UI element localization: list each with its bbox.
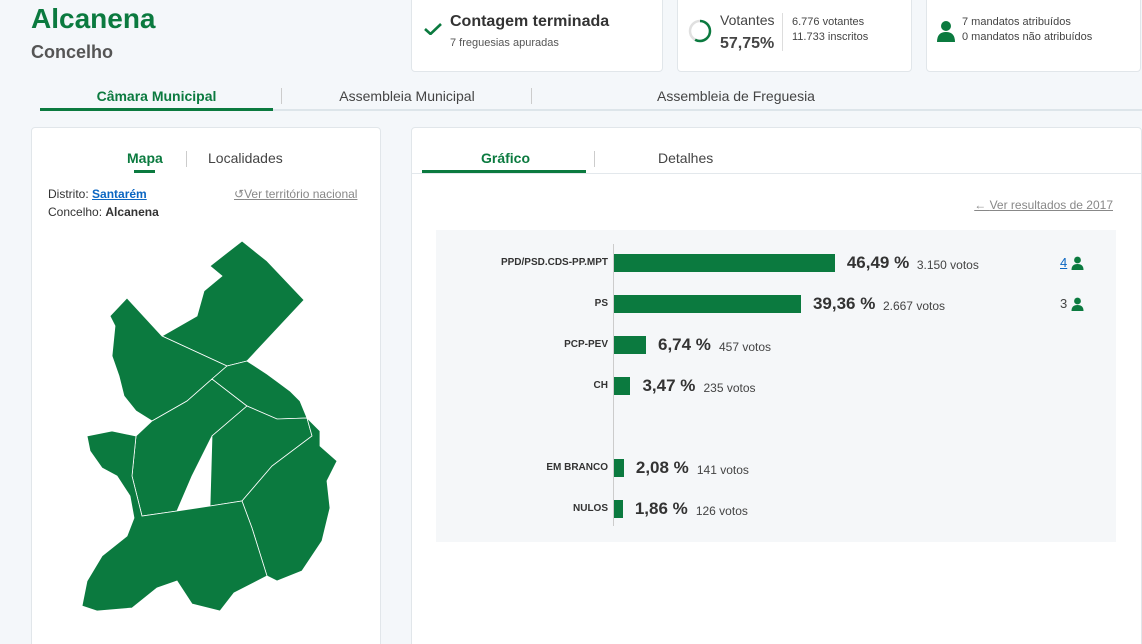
seats-unassigned: 0 mandatos não atribuídos bbox=[962, 31, 1093, 43]
tab-chart[interactable]: Gráfico bbox=[481, 150, 531, 166]
bar-votes-label: 3.150 votos bbox=[916, 258, 979, 272]
active-tab-underline bbox=[40, 108, 273, 111]
district-label: Distrito: bbox=[48, 187, 89, 201]
national-territory-link[interactable]: ↺Ver território nacional bbox=[234, 187, 357, 201]
bar-percent-label: 6,74 % bbox=[658, 335, 711, 354]
parish-far-east[interactable] bbox=[241, 416, 338, 582]
bar[interactable] bbox=[614, 295, 801, 313]
bar-percent-label: 1,86 % bbox=[634, 499, 688, 518]
bar[interactable] bbox=[614, 500, 623, 518]
chart-axis-line bbox=[613, 244, 614, 526]
municipality-line: Concelho: Alcanena bbox=[48, 205, 159, 219]
bar-votes-label: 457 votos bbox=[719, 340, 772, 354]
bar-percent-label: 39,36 % bbox=[812, 294, 876, 313]
turnout-divider bbox=[782, 13, 783, 51]
map-panel: Mapa Localidades Distrito: Santarém Conc… bbox=[31, 127, 381, 644]
results-bar-chart: PPD/PSD.CDS-PP.MPT 46,49 % 3.150 votos 4 PS 3… bbox=[436, 230, 1116, 542]
tab-divider bbox=[186, 151, 187, 167]
previous-results-link[interactable]: ← Ver resultados de 2017 bbox=[974, 198, 1113, 212]
bar-votes-label: 141 votos bbox=[696, 463, 749, 477]
bar-percent-label: 3,47 % bbox=[642, 376, 696, 395]
person-icon bbox=[937, 21, 955, 42]
municipality-name: Alcanena bbox=[31, 3, 156, 34]
tab-map[interactable]: Mapa bbox=[127, 150, 163, 166]
bar-percent-label: 2,08 % bbox=[635, 458, 689, 477]
bar[interactable] bbox=[614, 459, 624, 477]
bar[interactable] bbox=[614, 377, 631, 395]
turnout-label: Votantes bbox=[720, 12, 775, 28]
bar-label: PS bbox=[594, 298, 608, 309]
municipality-type: Concelho bbox=[31, 42, 114, 62]
municipality-value: Alcanena bbox=[105, 205, 159, 219]
tab-divider bbox=[281, 88, 282, 104]
tabs-divider-line bbox=[412, 173, 1141, 174]
bar-votes-label: 2.667 votos bbox=[882, 299, 945, 313]
bar-label: CH bbox=[593, 380, 608, 391]
bar-label: EM BRANCO bbox=[546, 462, 608, 473]
turnout-card: Votantes 57,75% 6.776 votantes 11.733 in… bbox=[677, 0, 912, 72]
bar-label: PPD/PSD.CDS-PP.MPT bbox=[500, 257, 608, 268]
registered-count: 11.733 inscritos bbox=[792, 31, 869, 43]
tab-divider bbox=[594, 151, 595, 167]
voters-count: 6.776 votantes bbox=[792, 16, 865, 28]
previous-results-label: Ver resultados de 2017 bbox=[989, 198, 1113, 212]
national-territory-label: Ver território nacional bbox=[244, 187, 358, 201]
check-icon bbox=[424, 23, 442, 35]
main-tabs: Câmara Municipal Assembleia Municipal As… bbox=[40, 80, 1142, 111]
district-line: Distrito: Santarém bbox=[48, 187, 147, 201]
municipality-map[interactable] bbox=[72, 236, 342, 616]
arrow-left-icon: ← bbox=[974, 198, 990, 212]
turnout-percent: 57,75% bbox=[720, 35, 775, 52]
parish-south[interactable] bbox=[81, 430, 268, 612]
person-icon bbox=[1071, 297, 1084, 311]
bar-label: NULOS bbox=[573, 503, 608, 514]
count-status-subtitle: 7 freguesias apuradas bbox=[450, 37, 559, 49]
tab-assembleia-freguesia[interactable]: Assembleia de Freguesia bbox=[657, 88, 815, 104]
bar-label: PCP-PEV bbox=[564, 339, 608, 350]
bar-percent-label: 46,49 % bbox=[846, 253, 910, 272]
undo-arrow-icon: ↺ bbox=[234, 187, 245, 201]
bar[interactable] bbox=[614, 336, 646, 354]
seats-assigned: 7 mandatos atribuídos bbox=[962, 16, 1071, 28]
tab-details[interactable]: Detalhes bbox=[658, 150, 714, 166]
tab-camara-municipal[interactable]: Câmara Municipal bbox=[96, 88, 217, 104]
parish-east-upper[interactable] bbox=[211, 360, 308, 420]
turnout-ring-icon bbox=[688, 19, 712, 43]
seats-card: 7 mandatos atribuídos 0 mandatos não atr… bbox=[926, 0, 1141, 72]
seat-count[interactable]: 4 bbox=[1060, 255, 1068, 270]
active-subtab-underline bbox=[422, 170, 586, 173]
bar-votes-label: 126 votos bbox=[695, 504, 748, 518]
municipality-label: Concelho: bbox=[48, 205, 103, 219]
tab-localities[interactable]: Localidades bbox=[208, 150, 283, 166]
seat-count: 3 bbox=[1060, 296, 1068, 311]
results-panel: Gráfico Detalhes ← Ver resultados de 201… bbox=[411, 127, 1142, 644]
active-subtab-underline bbox=[134, 170, 155, 173]
tab-assembleia-municipal[interactable]: Assembleia Municipal bbox=[339, 88, 475, 104]
bar-votes-label: 235 votos bbox=[703, 381, 756, 395]
count-status-card: Contagem terminada 7 freguesias apuradas bbox=[411, 0, 663, 72]
district-link[interactable]: Santarém bbox=[92, 187, 147, 201]
person-icon bbox=[1071, 256, 1084, 270]
count-status-title: Contagem terminada bbox=[450, 13, 610, 30]
bar[interactable] bbox=[614, 254, 835, 272]
tab-divider bbox=[531, 88, 532, 104]
